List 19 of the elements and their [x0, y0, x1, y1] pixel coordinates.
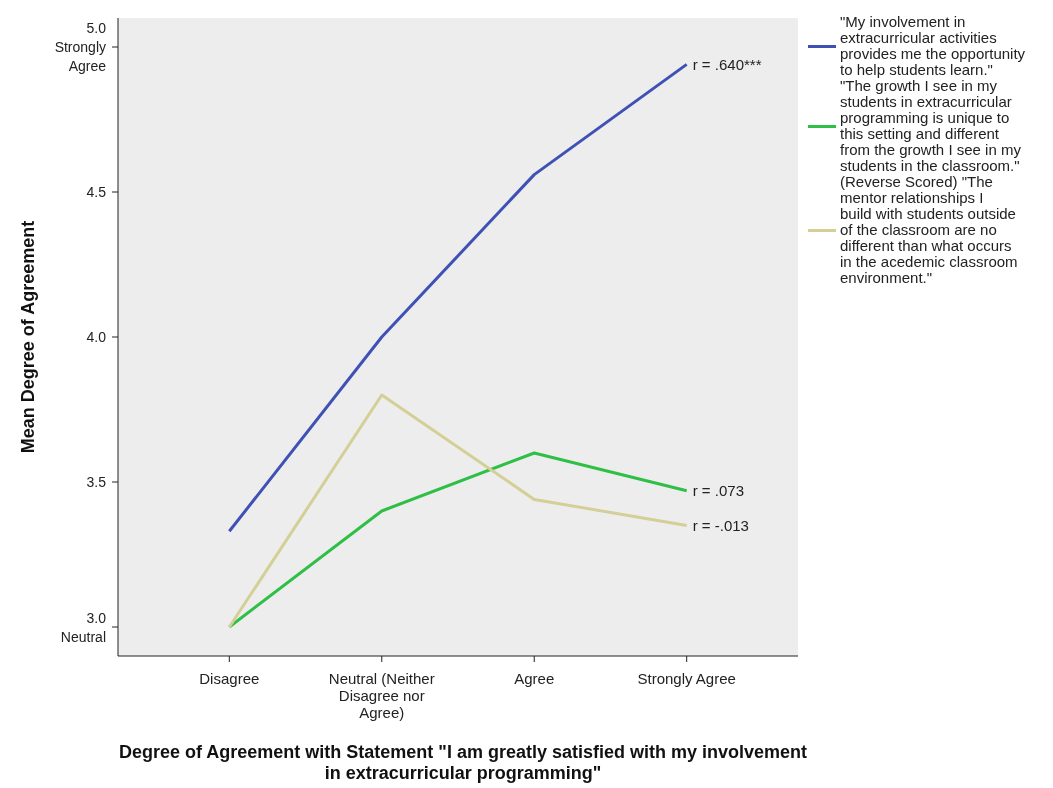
legend-label: "The growth I see in my students in extracurricular programming is unique to this setting and different from the growth I see in my students in the classroom." [840, 77, 1021, 174]
x-tick-label: Disagree [199, 670, 260, 687]
annotation: r = -.013 [692, 516, 749, 534]
x-tick-label: Strongly Agree [637, 670, 736, 687]
line-series [227, 62, 689, 533]
legend-label: (Reverse Scored) "The mentor relationships I build with students outside of the classroom are no different than what occurs in the acedemic classroom environment." [840, 173, 1018, 286]
y-tick-label: 4.5 [86, 184, 107, 200]
annotation: r = .073 [692, 482, 744, 500]
y-tick-label: 3.5 [86, 474, 107, 490]
x-tick-label: Agree [514, 670, 555, 687]
line-series [227, 393, 689, 629]
y-tick-label: 4.0 [86, 329, 107, 345]
y-axis-title: Mean Degree of Agreement [18, 220, 39, 454]
legend-label: "My involvement in extracurricular activities provides me the opportunity to help students learn." [840, 13, 1026, 78]
x-tick-label: Neutral (Neither Disagree nor Agree) [328, 670, 435, 721]
y-tick-label: 3.0 Neutral [60, 609, 107, 645]
x-axis-title: Degree of Agreement with Statement "I am greatly satisfied with my involvement in extracurricular programming" [118, 742, 808, 784]
y-tick-label: 5.0 Strongly Agree [54, 20, 107, 74]
annotation: r = .640*** [692, 55, 762, 73]
